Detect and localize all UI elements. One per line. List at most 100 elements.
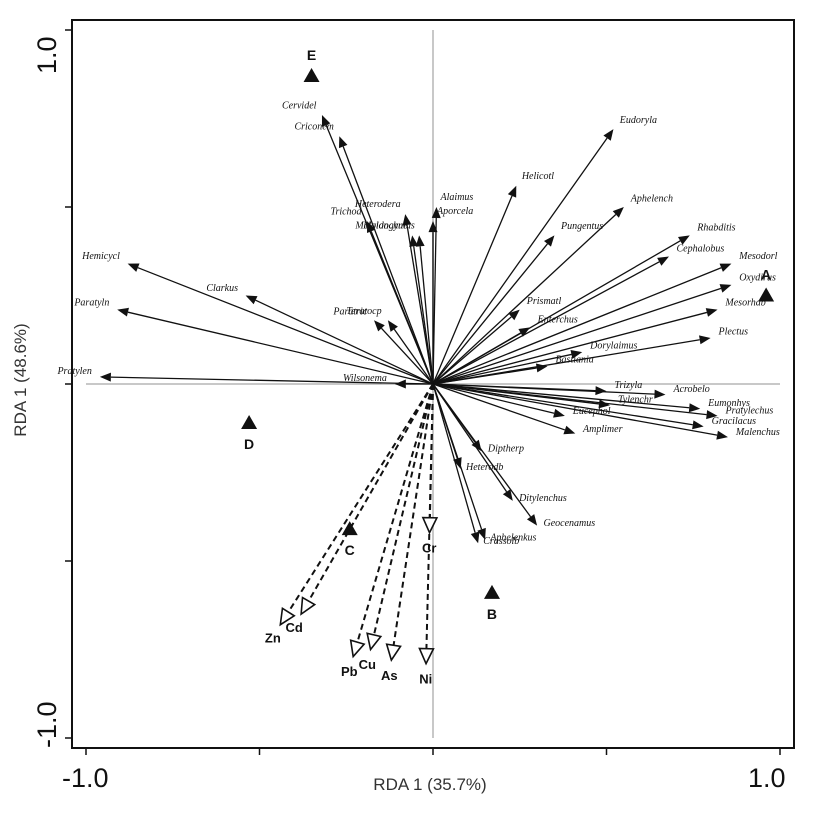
- site-marker-a: [758, 287, 775, 302]
- species-label: Amplimer: [582, 424, 623, 435]
- species-label: Crassolb: [483, 536, 519, 547]
- species-arrow-ditylenchus: [432, 383, 508, 493]
- species-label: Malenchus: [735, 427, 780, 438]
- species-arrow-pratylen: [110, 376, 434, 385]
- species-label: Pratylechus: [725, 405, 774, 416]
- x-tick-label-min: -1.0: [62, 763, 109, 793]
- species-label: Diptherp: [487, 444, 524, 455]
- site-label: C: [345, 542, 355, 558]
- species-arrow-eumonhys: [432, 383, 690, 409]
- labels: -1.0 1.0 1.0 -1.0 RDA 1 (35.7%) RDA 1 (4…: [11, 36, 786, 794]
- species-arrowhead: [688, 403, 701, 413]
- species-label: Prismatl: [526, 296, 562, 307]
- species-label: Eumonhys: [707, 398, 750, 409]
- species-arrowhead: [595, 386, 607, 396]
- species-label: Tylenchr: [618, 395, 653, 406]
- environment-arrows: Zn Cd Pb Cu As Ni Cr: [265, 383, 439, 687]
- metal-arrow-cr: [428, 383, 434, 518]
- species-arrows: Cervidel Criconem Eudoryla Helicotl Aphelenc…: [56, 100, 779, 547]
- site-marker-e: [303, 68, 320, 83]
- species-arrowhead: [719, 284, 732, 293]
- species-arrowhead: [402, 214, 412, 226]
- metal-label: Cr: [422, 541, 436, 556]
- species-label: Aphelench: [630, 193, 673, 204]
- species-arrow-aphelenkus: [432, 383, 483, 530]
- species-arrowhead: [431, 207, 441, 219]
- species-arrowhead: [535, 363, 548, 373]
- species-label: Geocenamus: [543, 518, 595, 529]
- species-arrow-clarkus: [255, 299, 434, 385]
- species-arrow-pratylechus: [432, 383, 707, 416]
- species-arrowhead: [127, 263, 140, 272]
- species-arrow-amplimer: [432, 383, 566, 431]
- site-label: A: [761, 267, 771, 283]
- species-arrow-acrobelo: [432, 383, 655, 395]
- species-arrowhead: [570, 350, 583, 359]
- site-marker-b: [483, 584, 500, 599]
- species-arrowhead: [409, 235, 419, 247]
- species-arrowhead: [471, 439, 482, 452]
- species-arrow-eudoryla: [432, 137, 608, 385]
- metal-arrow-as: [392, 383, 434, 646]
- metal-arrow-cd: [307, 383, 434, 602]
- species-arrowhead: [117, 307, 129, 317]
- species-arrow-mylonchulus: [419, 246, 434, 385]
- species-arrowhead: [338, 136, 348, 149]
- species-label: Alaimus: [440, 192, 474, 203]
- species-arrowhead: [705, 308, 718, 317]
- species-label: Criconem: [294, 121, 333, 132]
- species-arrow-crassolb: [432, 383, 476, 533]
- species-arrow-gracilacus: [432, 383, 693, 426]
- species-arrowhead: [526, 514, 538, 526]
- species-arrowhead: [508, 309, 520, 321]
- species-arrow-trichod: [370, 231, 434, 385]
- species-arrow-oxydirus: [432, 287, 722, 385]
- species-label: Trichod: [330, 206, 362, 217]
- metal-arrow-cu: [373, 383, 434, 636]
- species-label: Clarkus: [206, 283, 238, 294]
- species-arrowhead: [321, 114, 331, 127]
- species-arrowhead: [245, 295, 258, 305]
- species-arrowhead: [603, 129, 614, 141]
- species-arrow-hemicycl: [137, 267, 434, 385]
- metal-label: Cd: [286, 620, 303, 635]
- species-arrow-teratocp: [393, 328, 434, 385]
- species-arrowhead: [477, 527, 486, 540]
- species-arrow-paratyln: [127, 311, 434, 385]
- species-arrow-helicotl: [432, 195, 513, 385]
- metal-arrowhead: [279, 606, 296, 627]
- species-label: Mesodorl: [738, 251, 778, 262]
- species-arrow-eucephol: [432, 383, 555, 414]
- species-arrowhead: [470, 531, 480, 544]
- species-arrowhead: [387, 320, 398, 332]
- species-label: Mylonchulus: [362, 220, 415, 231]
- species-arrowhead: [692, 420, 704, 430]
- species-label: Rhabditis: [696, 222, 735, 233]
- site-marker-c: [341, 521, 358, 536]
- site-label: E: [307, 47, 316, 63]
- metal-arrow-pb: [356, 383, 434, 643]
- metal-arrowhead: [421, 516, 439, 535]
- species-label: Gracilacus: [712, 416, 757, 427]
- species-label: Oxydirus: [739, 273, 776, 284]
- species-arrowhead: [678, 235, 690, 245]
- species-label: Mesorhab: [724, 298, 765, 309]
- species-arrowhead: [612, 207, 624, 218]
- species-label: Teratocp: [346, 306, 381, 317]
- species-arrow-aphelench: [432, 214, 617, 385]
- species-label: Pratylen: [56, 366, 91, 377]
- metal-arrowhead: [385, 643, 402, 662]
- species-label: Cephalobus: [676, 244, 724, 255]
- species-label: Dorylaimus: [589, 340, 637, 351]
- metal-label: Pb: [341, 664, 358, 679]
- species-arrow-cephalobus: [432, 261, 660, 385]
- metal-label: Zn: [265, 631, 281, 646]
- species-label: Paratyln: [73, 298, 109, 309]
- species-label: Eudoryla: [619, 115, 657, 126]
- x-axis-title: RDA 1 (35.7%): [373, 775, 486, 794]
- species-arrowhead: [706, 410, 718, 420]
- species-label: Meloidogyne: [354, 220, 408, 231]
- species-arrow-mesorhab: [432, 311, 708, 385]
- species-arrowhead: [99, 372, 111, 382]
